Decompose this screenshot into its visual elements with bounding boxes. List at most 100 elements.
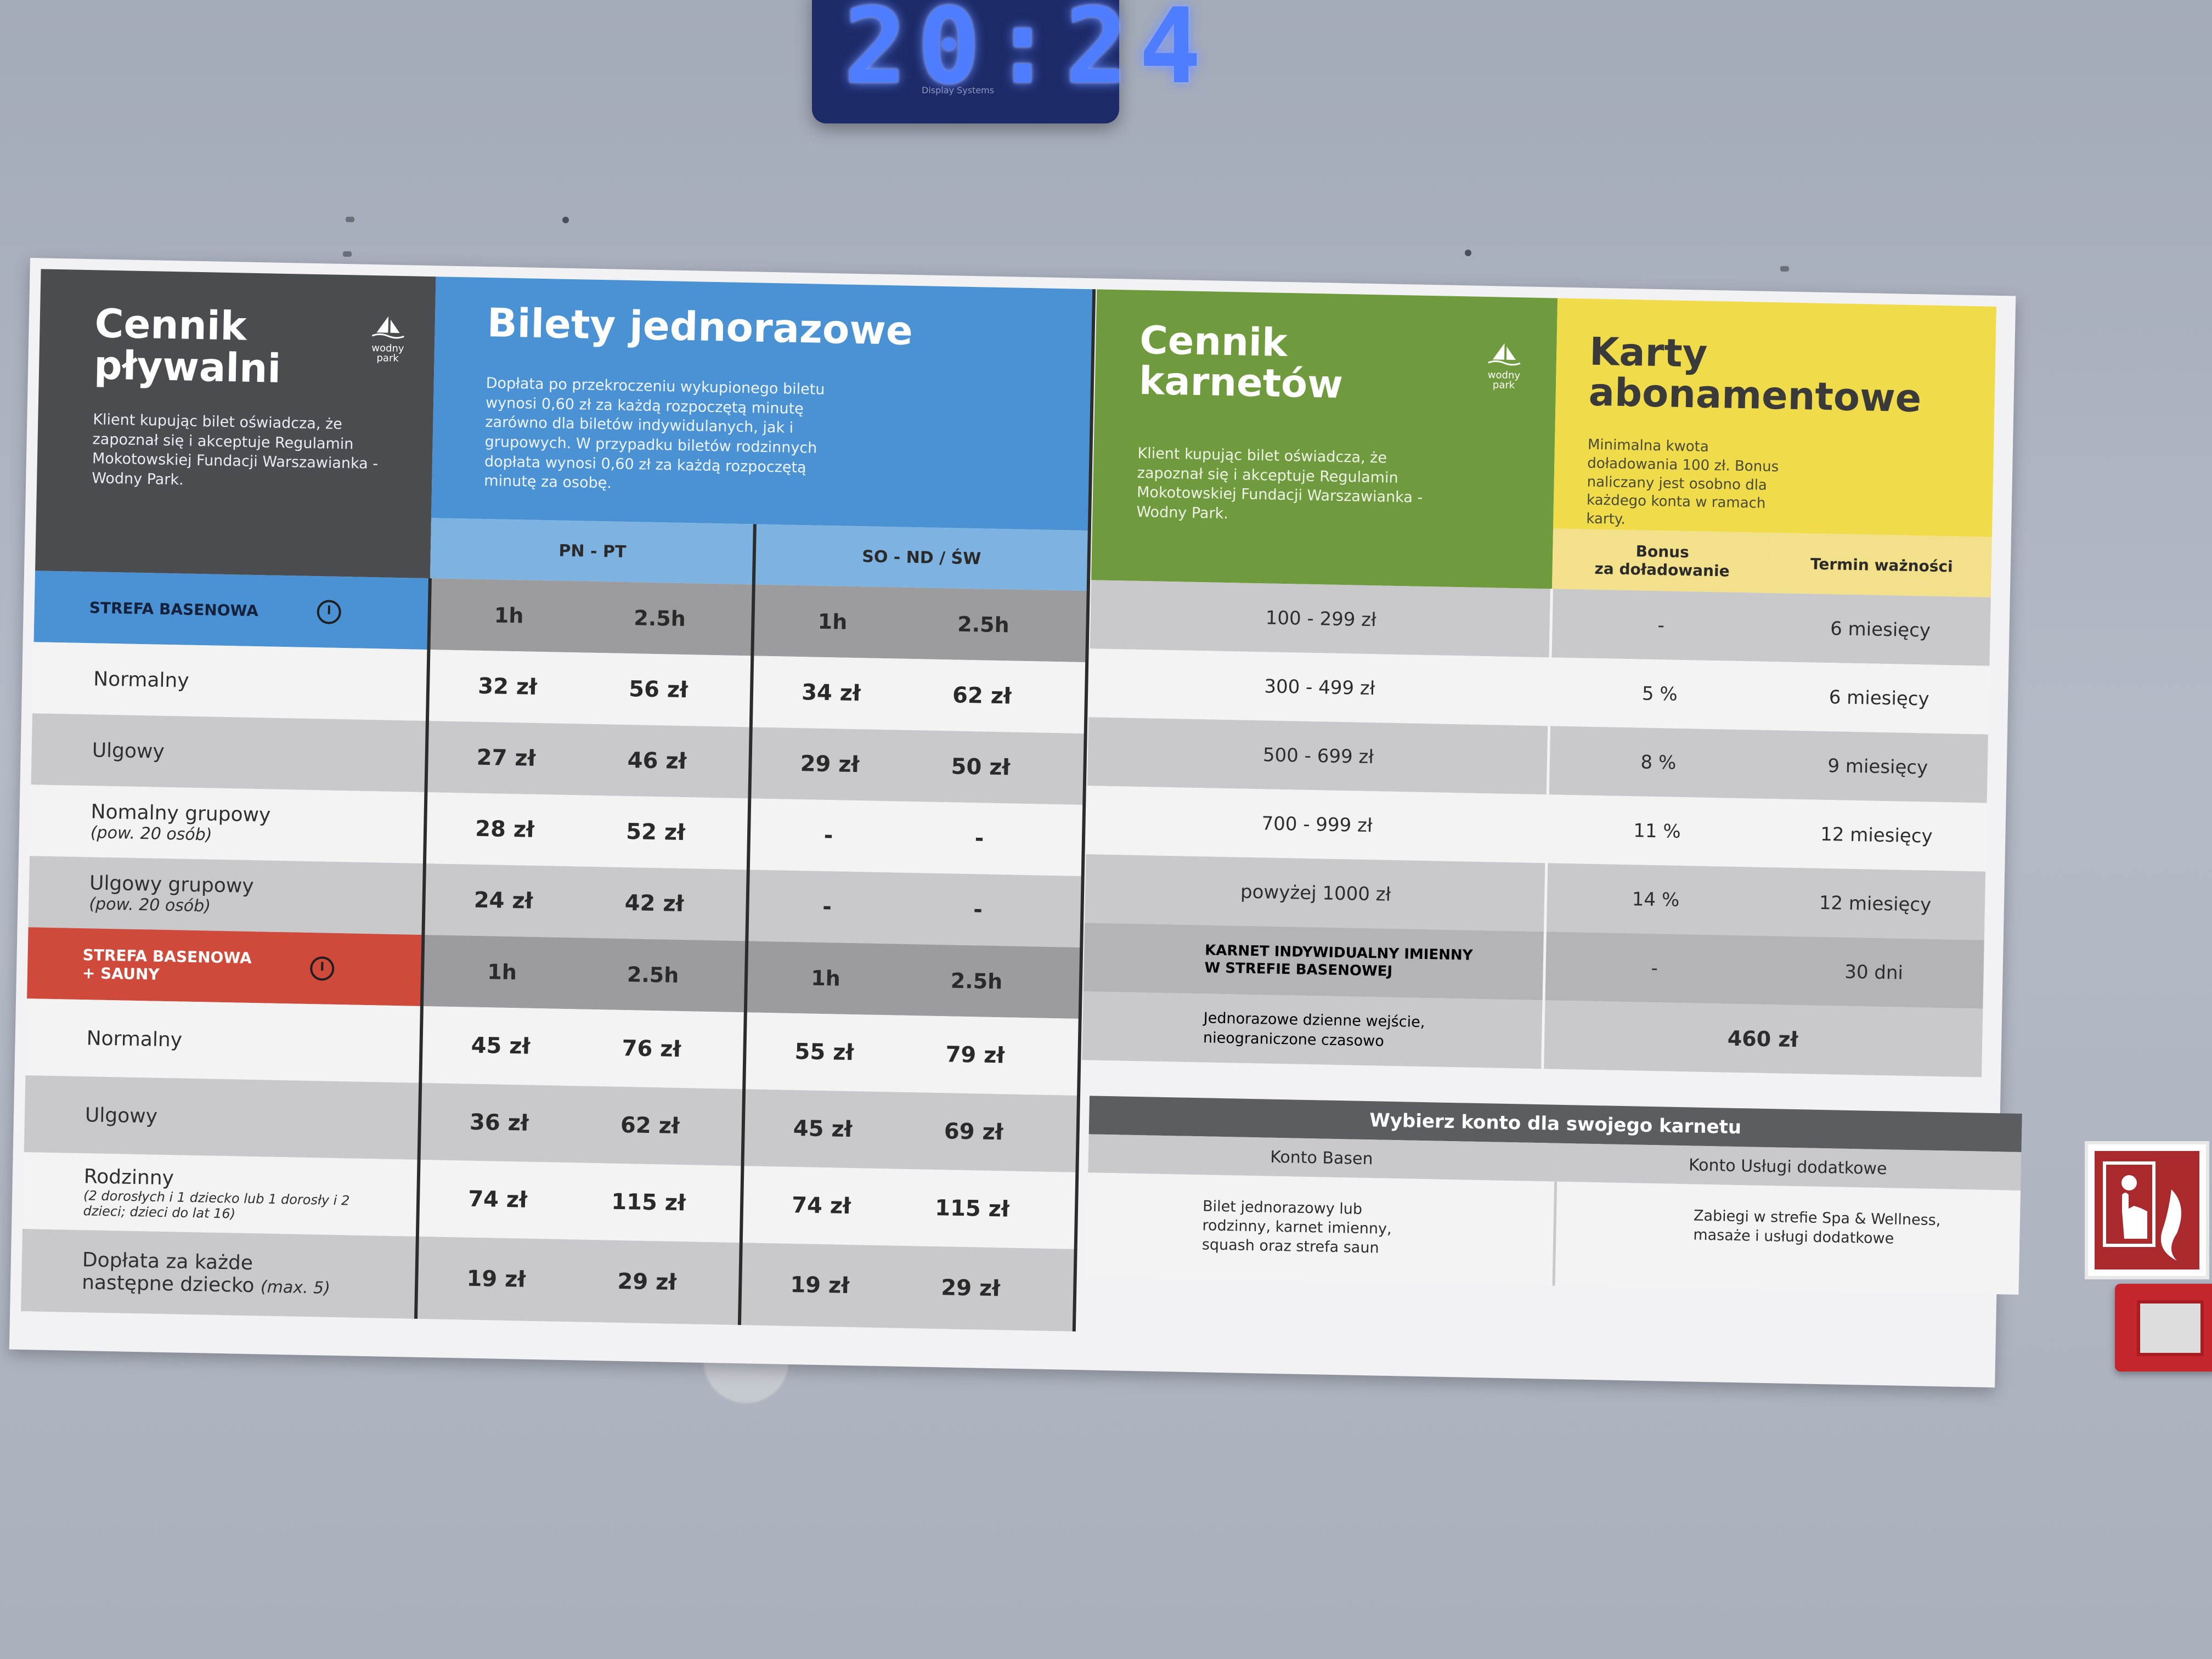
clock-icon xyxy=(309,956,335,981)
cards-title: Karty abonamentowe xyxy=(1588,329,1922,421)
tickets-note: Dopłata po przekroczeniu wykupionego bil… xyxy=(484,374,825,492)
zone-sauna-text-2: + SAUNY xyxy=(82,964,160,984)
bonus-value: 8 % xyxy=(1640,751,1677,774)
duration-2-5h: 2.5h xyxy=(633,606,686,631)
price-pn-2-5h: 52 zł xyxy=(625,819,686,846)
wall-screw xyxy=(1780,266,1789,272)
tickets-header: Bilety jednorazowe Dopłata po przekrocze… xyxy=(431,276,1094,531)
price-pn-1h: 36 zł xyxy=(469,1109,529,1136)
amount-range: 100 - 299 zł xyxy=(1265,606,1377,631)
validity-value: 12 miesięcy xyxy=(1820,823,1933,848)
row-label: Ulgowy xyxy=(92,738,165,763)
price-pn-1h: 74 zł xyxy=(467,1186,528,1213)
validity-header: Termin ważności xyxy=(1771,533,1992,597)
logo-text: wodny park xyxy=(371,342,404,364)
cards-title-line2: abonamentowe xyxy=(1588,369,1922,421)
wall-screw xyxy=(343,251,352,257)
wall-mark xyxy=(1465,250,1471,256)
zone-sauna-label: STREFA BASENOWA + SAUNY xyxy=(27,927,424,1006)
duration-1h: 1h xyxy=(487,960,517,985)
duration-1h: 1h xyxy=(817,609,848,634)
price-so-2-5h: 79 zł xyxy=(945,1042,1005,1069)
wodny-park-logo: wodny park xyxy=(1479,341,1530,391)
row-label: Ulgowy grupowy (pow. 20 osób) xyxy=(89,872,254,916)
pool-title-line1: Cennik xyxy=(94,300,247,349)
wall-screw xyxy=(346,217,354,222)
price-so-1h: 45 zł xyxy=(793,1115,853,1143)
price-pn-2-5h: 115 zł xyxy=(611,1189,686,1216)
price-so-2-5h: 69 zł xyxy=(944,1119,1004,1146)
duration-2-5h: 2.5h xyxy=(957,612,1010,637)
price-pn-2-5h: 56 zł xyxy=(628,676,689,703)
subscription-price-list: Cennik karnetów wodny park Klient kupują… xyxy=(30,258,2022,1295)
amount-range: 300 - 499 zł xyxy=(1264,675,1375,699)
clock-brand: Display Systems xyxy=(922,85,995,95)
tickets-title: Bilety jednorazowe xyxy=(487,300,913,354)
duration-2-5h: 2.5h xyxy=(627,962,679,988)
price-pn-2-5h: 46 zł xyxy=(627,748,687,775)
row-label: Rodzinny (2 dorosłych i 1 dziecko lub 1 … xyxy=(83,1165,350,1222)
price-pn-2-5h: 76 zł xyxy=(622,1035,681,1063)
price-so-2-5h: 29 zł xyxy=(940,1275,1001,1302)
pool-header: Cennik pływalni wodny park Klient kupują… xyxy=(35,269,436,579)
amount-range: 700 - 999 zł xyxy=(1261,812,1373,837)
pool-disclaimer: Klient kupując bilet oświadcza, że zapoz… xyxy=(92,411,379,489)
logo-text: wodny park xyxy=(1487,369,1521,391)
row-label: Ulgowy xyxy=(84,1103,158,1128)
daily-entry-label: Jednorazowe dzienne wejście, nieograniczo… xyxy=(1203,1009,1425,1050)
price-so-1h: - xyxy=(823,822,833,849)
price-pn-1h: 24 zł xyxy=(473,887,533,914)
individual-validity: 30 dni xyxy=(1844,961,1904,984)
sailboat-icon xyxy=(371,316,404,339)
price-so-2-5h: 115 zł xyxy=(934,1195,1010,1222)
karnety-title: Cennik karnetów xyxy=(1138,317,1344,407)
pool-title-line2: pływalni xyxy=(93,341,281,392)
karnety-header: Cennik karnetów wodny park Klient kupują… xyxy=(1091,289,1558,589)
price-pn-1h: 28 zł xyxy=(475,816,535,843)
pool-title: Cennik pływalni xyxy=(93,300,283,392)
validity-value: 9 miesięcy xyxy=(1827,754,1928,779)
price-pn-2-5h: 62 zł xyxy=(620,1112,680,1139)
digital-clock: 20:24 Display Systems xyxy=(812,0,1201,123)
bonus-value: 14 % xyxy=(1632,888,1680,911)
row-label: Normalny xyxy=(93,667,190,692)
price-so-2-5h: 62 zł xyxy=(952,682,1012,709)
price-pn-1h: 27 zł xyxy=(476,744,536,771)
duration-2-5h: 2.5h xyxy=(950,968,1003,994)
duration-1h: 1h xyxy=(810,966,841,991)
price-so-1h: 55 zł xyxy=(794,1039,854,1066)
price-so-1h: 34 zł xyxy=(801,680,861,707)
price-board: Cennik pływalni wodny park Klient kupują… xyxy=(9,258,2022,1388)
price-so-2-5h: - xyxy=(974,826,984,851)
karnety-title-line1: Cennik xyxy=(1139,317,1288,366)
price-so-1h: 29 zł xyxy=(800,751,860,778)
duration-1h: 1h xyxy=(494,603,524,628)
account-basen-body: Bilet jednorazowy lub rodzinny, karnet i… xyxy=(1086,1172,1555,1286)
clock-display: 20:24 xyxy=(844,0,1212,107)
account-extra-body: Zabiegi w strefie Spa & Wellness, masaże… xyxy=(1552,1181,2021,1295)
weekday-header: PN - PT xyxy=(430,518,755,585)
account-extra-desc: Zabiegi w strefie Spa & Wellness, masaże… xyxy=(1693,1207,1941,1248)
bonus-header: Bonus za doładowanie xyxy=(1551,528,1773,594)
price-pn-1h: 32 zł xyxy=(477,673,538,700)
sailboat-icon xyxy=(1488,343,1521,366)
price-pn-2-5h: 42 zł xyxy=(624,890,684,917)
fire-alarm-button[interactable] xyxy=(2115,1284,2212,1372)
bonus-value: - xyxy=(1657,614,1665,636)
weekend-header: SO - ND / ŚW xyxy=(753,524,1090,591)
account-basen-desc: Bilet jednorazowy lub rodzinny, karnet i… xyxy=(1201,1198,1392,1257)
row-label: Normalny xyxy=(86,1026,183,1052)
price-so-1h: - xyxy=(822,894,832,920)
fire-alarm-icon xyxy=(2103,1161,2181,1261)
price-so-2-5h: 50 zł xyxy=(951,754,1011,781)
price-so-2-5h: - xyxy=(973,897,983,923)
price-pn-2-5h: 29 zł xyxy=(617,1268,677,1295)
fire-alarm-sign xyxy=(2085,1141,2209,1279)
wodny-park-logo: wodny park xyxy=(363,314,413,364)
karnety-disclaimer: Klient kupując bilet oświadcza, że zapoz… xyxy=(1136,444,1423,522)
wall-mark xyxy=(562,217,569,223)
individual-pass-label: KARNET INDYWIDUALNY IMIENNY W STREFIE BAS… xyxy=(1204,942,1473,980)
row-label: Nomalny grupowy (pow. 20 osób) xyxy=(90,800,271,845)
validity-value: 12 miesięcy xyxy=(1819,891,1932,916)
validity-value: 6 miesięcy xyxy=(1829,686,1929,710)
